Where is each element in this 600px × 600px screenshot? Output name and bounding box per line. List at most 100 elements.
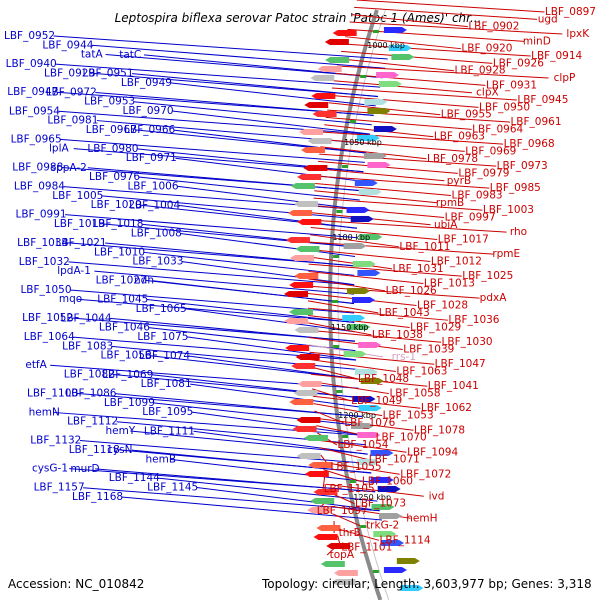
left-gene-label: LBF_1144	[109, 472, 160, 484]
left-gene-label: LBF_1095	[142, 406, 193, 418]
minus-strand-gene	[313, 534, 338, 540]
minus-strand-gene	[331, 579, 356, 585]
right-gene-label: LBF_1031	[393, 263, 444, 275]
topology-text: Topology: circular; Length: 3,603,977 bp…	[261, 577, 592, 591]
rna-mark	[342, 435, 349, 438]
right-gene-label: ubiA	[434, 219, 458, 231]
left-gene-label: LBF_0953	[84, 96, 135, 108]
right-leader-line	[308, 271, 424, 284]
left-gene-label: LBF_1157	[34, 482, 85, 494]
right-leader-line	[312, 204, 445, 218]
left-leader-line	[83, 487, 380, 512]
plus-strand-gene	[371, 504, 395, 510]
plus-strand-gene	[364, 99, 388, 105]
minus-strand-gene	[294, 273, 319, 279]
left-gene-label: LBF_0981	[47, 115, 98, 127]
right-leader-line	[311, 381, 390, 395]
right-gene-label: LBF_0928	[455, 65, 506, 77]
right-leader-line	[321, 461, 400, 475]
right-gene-label: LBF_1013	[424, 278, 475, 290]
minus-strand-gene	[284, 291, 309, 297]
left-gene-label: LBF_1100	[27, 387, 78, 399]
right-leader-line	[308, 256, 393, 270]
plus-strand-gene	[370, 450, 394, 456]
right-leader-line	[310, 226, 438, 240]
right-gene-label: rho	[510, 226, 527, 238]
left-gene-label: LBF_0967	[86, 124, 137, 136]
left-gene-label: LBF_0966	[124, 124, 175, 136]
left-gene-label: LBF_0929	[44, 67, 95, 79]
left-leader-line	[150, 355, 358, 380]
right-leader-line	[316, 175, 490, 189]
right-gene-label: ugd	[538, 13, 558, 25]
minus-strand-gene	[294, 327, 319, 333]
plus-strand-gene	[388, 45, 412, 51]
right-leader-line	[327, 109, 510, 123]
rna-mark	[349, 120, 356, 123]
left-leader-line	[188, 355, 358, 380]
right-gene-label: LBF_0926	[493, 57, 544, 69]
right-gene-label: clpP	[554, 72, 576, 84]
left-leader-line	[105, 242, 355, 267]
right-gene-label: LBF_1070	[376, 432, 427, 444]
rna-mark	[333, 345, 340, 348]
plus-strand-gene	[378, 513, 402, 519]
left-gene-label: ndh	[134, 275, 154, 287]
right-leader-line	[307, 300, 379, 314]
minus-strand-gene	[293, 390, 318, 396]
right-leader-line	[309, 351, 435, 365]
left-leader-line	[53, 35, 388, 60]
right-gene-label: minD	[523, 35, 551, 47]
right-gene-label: LBF_0983	[451, 189, 502, 201]
left-gene-label: LBF_1118	[69, 444, 120, 456]
left-leader-line	[153, 402, 364, 427]
minus-strand-gene	[312, 111, 337, 117]
rna-mark	[372, 30, 379, 33]
left-gene-label: LBF_1074	[139, 350, 190, 362]
right-gene-label: LBF_1063	[396, 366, 447, 378]
plus-strand-gene	[373, 531, 397, 537]
plus-strand-gene	[381, 540, 405, 546]
minus-strand-gene	[292, 426, 317, 432]
left-gene-label: tatC	[119, 49, 141, 61]
left-gene-label: LBF_1010	[94, 246, 145, 258]
left-leader-line	[173, 129, 367, 154]
left-gene-label: tatA	[81, 49, 104, 61]
left-leader-line	[87, 167, 361, 192]
left-gene-label: murD	[70, 463, 99, 475]
right-gene-label: hemH	[406, 512, 437, 524]
left-gene-label: cysN	[107, 444, 132, 456]
left-leader-line	[170, 82, 376, 107]
right-leader-line	[331, 87, 517, 101]
right-leader-line	[308, 315, 410, 329]
right-gene-label: rpmB	[436, 197, 464, 209]
left-gene-label: LBF_1045	[97, 294, 148, 306]
right-gene-label: rrs-1	[392, 351, 416, 363]
right-leader-line	[320, 146, 427, 160]
minus-strand-gene	[333, 570, 358, 576]
left-gene-label: etfA	[25, 359, 47, 371]
left-gene-label: LBF_1145	[147, 481, 198, 493]
right-gene-label: LBF_0961	[510, 116, 561, 128]
minus-strand-gene	[288, 210, 313, 216]
minus-strand-gene	[296, 453, 321, 459]
left-gene-label: LBF_1027	[96, 274, 147, 286]
right-gene-label: LBF_1073	[355, 498, 406, 510]
plus-strand-gene	[356, 459, 380, 465]
right-leader-line	[325, 483, 424, 497]
left-gene-label: hemB	[146, 453, 177, 465]
rna-mark	[342, 165, 349, 168]
left-leader-line	[60, 138, 365, 163]
right-gene-label: LBF_1047	[435, 358, 486, 370]
right-leader-line	[318, 439, 407, 453]
right-gene-label: LBF_1053	[383, 410, 434, 422]
right-gene-label: LBF_1060	[362, 476, 413, 488]
right-gene-label: LBF_0963	[434, 131, 485, 143]
plus-strand-gene	[352, 297, 375, 303]
left-gene-label: LBF_0976	[89, 171, 140, 183]
left-gene-label: LBF_0988	[12, 161, 63, 173]
right-gene-label: LBF_0964	[472, 123, 523, 135]
genome-backbone	[328, 9, 383, 600]
right-gene-label: LBF_1048	[358, 373, 409, 385]
